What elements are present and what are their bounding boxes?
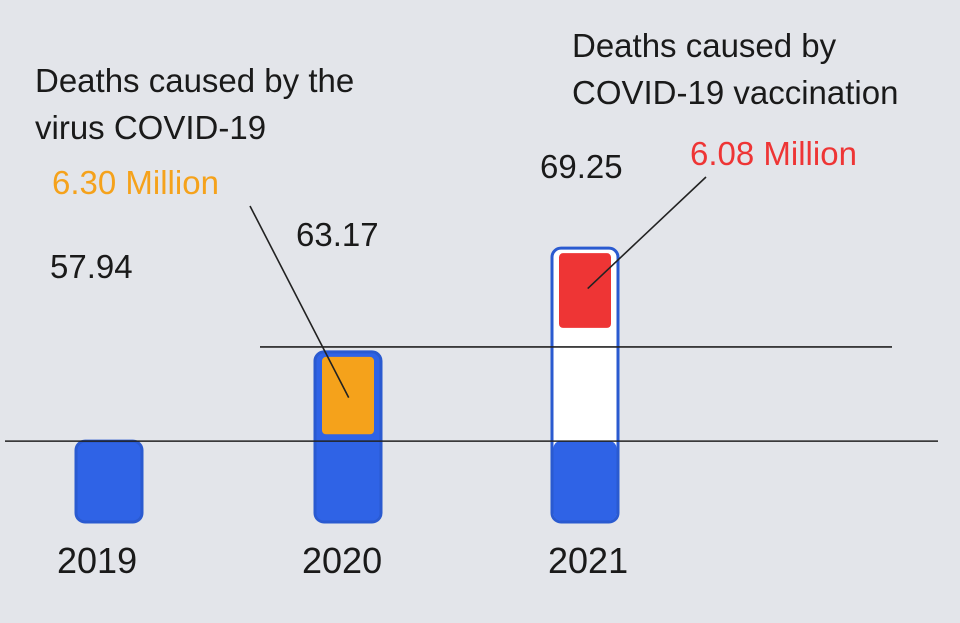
x-tick-2020: 2020 bbox=[302, 540, 382, 581]
x-tick-2021: 2021 bbox=[548, 540, 628, 581]
bar-base-2020 bbox=[316, 441, 380, 521]
annotation-virus-line2: virus COVID-19 bbox=[35, 109, 266, 146]
annotation-virus-line1: Deaths caused by the bbox=[35, 62, 354, 99]
annotation-pointer-2020 bbox=[249, 205, 350, 398]
excess-segment-2021 bbox=[559, 253, 611, 328]
excess-label-2021: 6.08 Million bbox=[690, 135, 857, 172]
value-label-2019: 57.94 bbox=[50, 248, 133, 285]
annotation-pointer-2021 bbox=[587, 176, 707, 290]
value-label-2020: 63.17 bbox=[296, 216, 379, 253]
value-label-2021: 69.25 bbox=[540, 148, 623, 185]
bar-base-2021 bbox=[553, 441, 617, 521]
x-tick-2019: 2019 bbox=[57, 540, 137, 581]
bar-2019 bbox=[74, 439, 144, 524]
annotation-vaccine-line2: COVID-19 vaccination bbox=[572, 74, 898, 111]
annotation-vaccine-line1: Deaths caused by bbox=[572, 27, 837, 64]
excess-label-2020: 6.30 Million bbox=[52, 164, 219, 201]
